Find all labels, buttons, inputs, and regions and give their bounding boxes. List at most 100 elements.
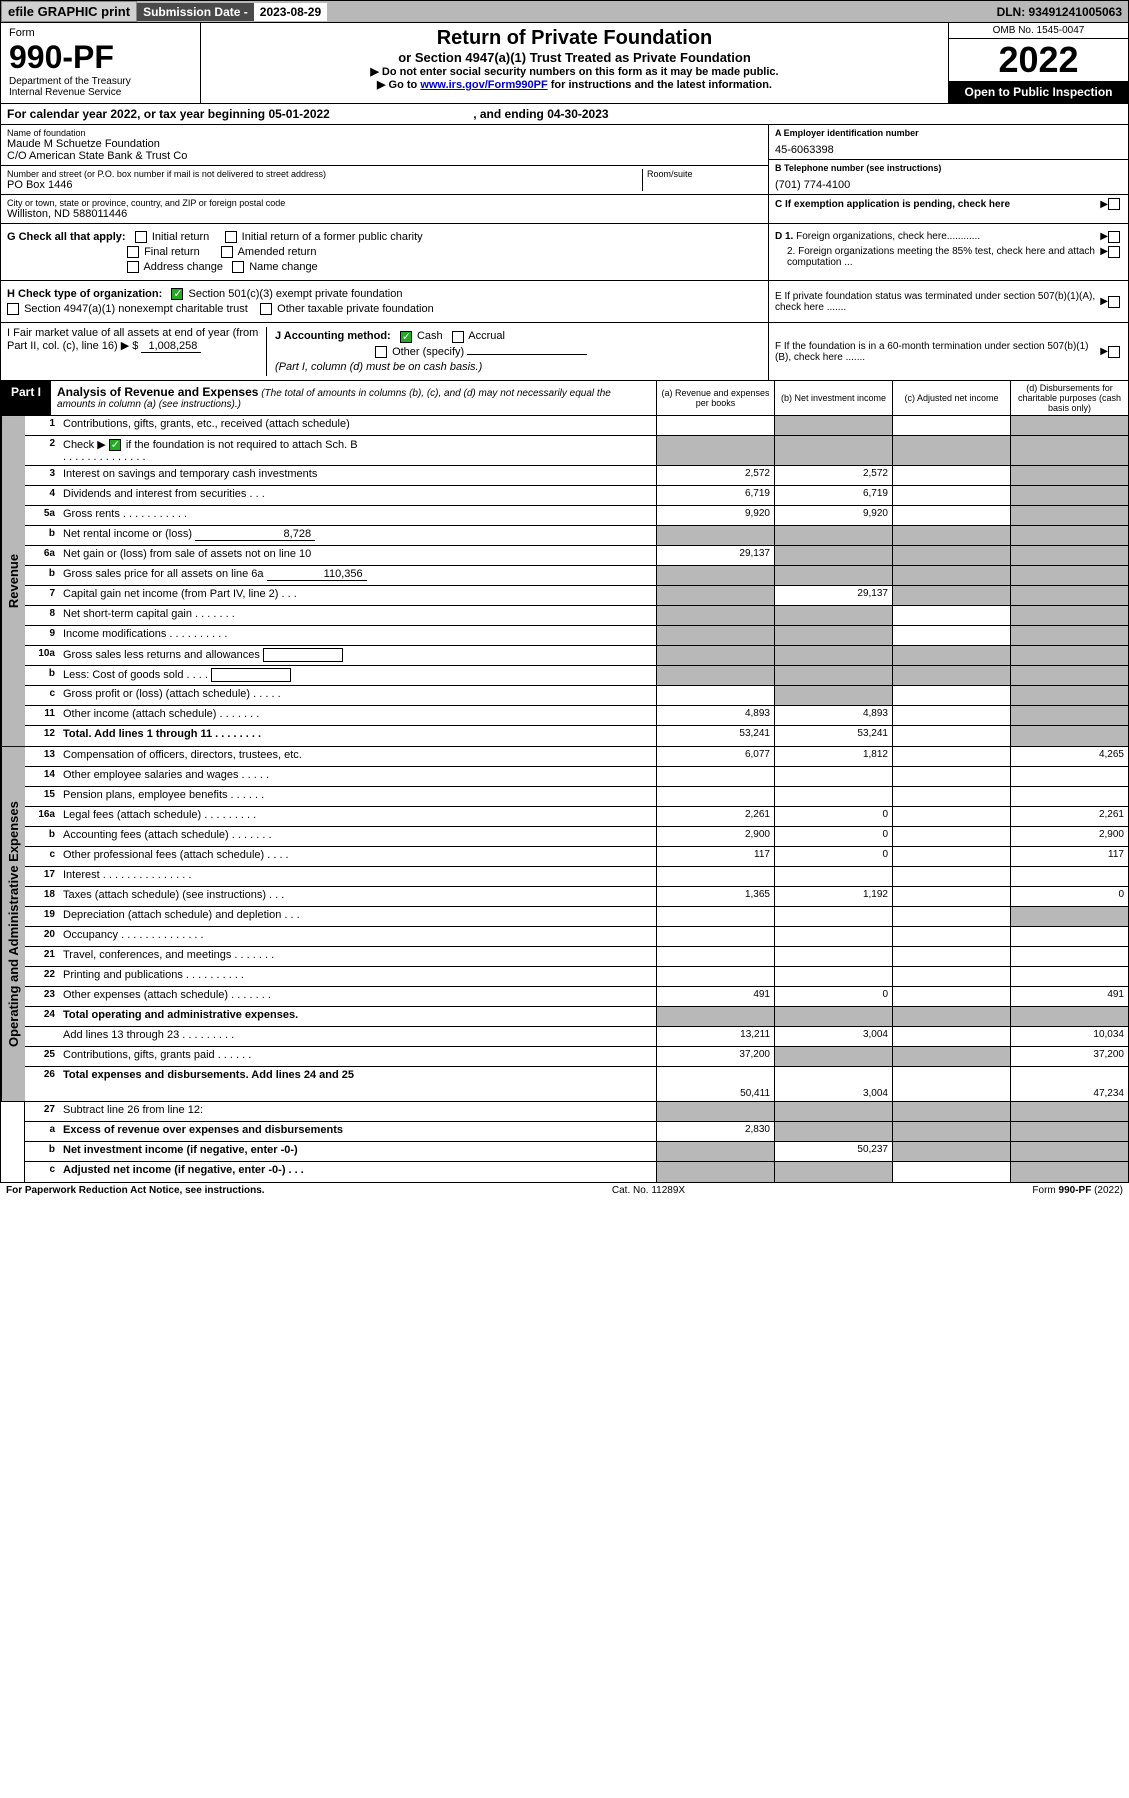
foundation-name-2: C/O American State Bank & Trust Co — [7, 150, 762, 162]
line-num: 10a — [25, 646, 59, 665]
line-num: c — [25, 686, 59, 705]
part1-title: Analysis of Revenue and Expenses — [57, 385, 258, 399]
line27-section: 27Subtract line 26 from line 12: aExcess… — [0, 1102, 1129, 1183]
line-desc: Contributions, gifts, grants, etc., rece… — [59, 416, 656, 435]
line-num: c — [25, 847, 59, 866]
line-num: 25 — [25, 1047, 59, 1066]
line-desc: Less: Cost of goods sold . . . . — [59, 666, 656, 685]
e-checkbox[interactable] — [1108, 296, 1120, 308]
d1-label: Foreign organizations, check here.......… — [796, 231, 980, 242]
irs-label: Internal Revenue Service — [9, 87, 192, 98]
part1-desc: Analysis of Revenue and Expenses (The to… — [51, 381, 656, 415]
goto-note: ▶ Go to www.irs.gov/Form990PF for instru… — [205, 78, 944, 91]
col-a-val: 117 — [656, 847, 774, 866]
name-change-checkbox[interactable] — [232, 261, 244, 273]
h3-label: Other taxable private foundation — [277, 303, 434, 315]
arrow-icon: ▶ — [1100, 296, 1108, 307]
cash-checkbox[interactable] — [400, 331, 412, 343]
e-label: E If private foundation status was termi… — [775, 291, 1100, 313]
g6-label: Name change — [249, 261, 318, 273]
line-desc: Contributions, gifts, grants paid . . . … — [59, 1047, 656, 1066]
efile-print-button[interactable]: efile GRAPHIC print — [1, 1, 137, 22]
arrow-icon: ▶ — [1100, 246, 1108, 268]
g4-label: Amended return — [238, 246, 317, 258]
i-label: I Fair market value of all assets at end… — [7, 327, 258, 352]
line-desc: Net rental income or (loss) 8,728 — [59, 526, 656, 545]
col-a-val: 50,411 — [656, 1067, 774, 1101]
other-method-checkbox[interactable] — [375, 346, 387, 358]
ssn-warning: ▶ Do not enter social security numbers o… — [205, 65, 944, 78]
initial-former-checkbox[interactable] — [225, 231, 237, 243]
line-desc: Depreciation (attach schedule) and deple… — [59, 907, 656, 926]
g-label: G Check all that apply: — [7, 231, 126, 243]
col-b-val: 1,192 — [774, 887, 892, 906]
submission-date-value: 2023-08-29 — [254, 3, 327, 21]
line-desc: Excess of revenue over expenses and disb… — [59, 1122, 656, 1141]
g5-label: Address change — [143, 261, 223, 273]
line-num: 18 — [25, 887, 59, 906]
top-bar: efile GRAPHIC print Submission Date - 20… — [0, 0, 1129, 23]
addr-value: PO Box 1446 — [7, 179, 642, 191]
col-a-val: 2,830 — [656, 1122, 774, 1141]
room-label: Room/suite — [647, 169, 762, 179]
501c3-checkbox[interactable] — [171, 288, 183, 300]
exemption-checkbox[interactable] — [1108, 198, 1120, 210]
phone-label: B Telephone number (see instructions) — [775, 163, 1122, 173]
ein-cell: A Employer identification number 45-6063… — [769, 125, 1128, 160]
line-desc: Gross sales price for all assets on line… — [59, 566, 656, 585]
address-change-checkbox[interactable] — [127, 261, 139, 273]
final-return-checkbox[interactable] — [127, 246, 139, 258]
calyear-end: 04-30-2023 — [547, 107, 608, 121]
col-b-val: 0 — [774, 847, 892, 866]
omb-number: OMB No. 1545-0047 — [949, 23, 1128, 39]
line-desc: Interest on savings and temporary cash i… — [59, 466, 656, 485]
line-num: 21 — [25, 947, 59, 966]
expenses-section: Operating and Administrative Expenses 13… — [0, 747, 1129, 1102]
line-desc: Interest . . . . . . . . . . . . . . . — [59, 867, 656, 886]
f-label: F If the foundation is in a 60-month ter… — [775, 341, 1100, 363]
col-d-val: 2,261 — [1010, 807, 1128, 826]
col-a-val: 6,719 — [656, 486, 774, 505]
line-desc: Other professional fees (attach schedule… — [59, 847, 656, 866]
address-cell: Number and street (or P.O. box number if… — [1, 166, 768, 195]
line-desc: Net gain or (loss) from sale of assets n… — [59, 546, 656, 565]
goto-post: for instructions and the latest informat… — [548, 79, 772, 91]
line-desc: Other expenses (attach schedule) . . . .… — [59, 987, 656, 1006]
city-cell: City or town, state or province, country… — [1, 195, 768, 223]
form-id-block: Form 990-PF Department of the Treasury I… — [1, 23, 201, 103]
form-title-block: Return of Private Foundation or Section … — [201, 23, 948, 103]
year-block: OMB No. 1545-0047 2022 Open to Public In… — [948, 23, 1128, 103]
arrow-icon: ▶ — [1100, 231, 1108, 243]
col-b-val: 29,137 — [774, 586, 892, 605]
line-num: 1 — [25, 416, 59, 435]
j-label: J Accounting method: — [275, 330, 391, 342]
line-desc: Income modifications . . . . . . . . . . — [59, 626, 656, 645]
revenue-section: Revenue 1Contributions, gifts, grants, e… — [0, 416, 1129, 747]
other-taxable-checkbox[interactable] — [260, 303, 272, 315]
line-num: 16a — [25, 807, 59, 826]
arrow-icon: ▶ — [1100, 199, 1108, 210]
accrual-checkbox[interactable] — [452, 331, 464, 343]
d2-checkbox[interactable] — [1108, 246, 1120, 258]
initial-return-checkbox[interactable] — [135, 231, 147, 243]
j-note: (Part I, column (d) must be on cash basi… — [275, 361, 762, 373]
amended-return-checkbox[interactable] — [221, 246, 233, 258]
line-desc: Adjusted net income (if negative, enter … — [59, 1162, 656, 1182]
4947-checkbox[interactable] — [7, 303, 19, 315]
col-a-val: 491 — [656, 987, 774, 1006]
city-value: Williston, ND 588011446 — [7, 208, 762, 220]
j1-label: Cash — [417, 330, 443, 342]
d1-checkbox[interactable] — [1108, 231, 1120, 243]
line-desc: Other income (attach schedule) . . . . .… — [59, 706, 656, 725]
col-d-val: 491 — [1010, 987, 1128, 1006]
schb-checkbox[interactable] — [109, 439, 121, 451]
instructions-link[interactable]: www.irs.gov/Form990PF — [420, 79, 547, 91]
f-checkbox[interactable] — [1108, 346, 1120, 358]
line-desc: Total operating and administrative expen… — [59, 1007, 656, 1026]
col-b-val: 4,893 — [774, 706, 892, 725]
col-a-val: 29,137 — [656, 546, 774, 565]
ein-value: 45-6063398 — [775, 144, 1122, 156]
checks-ij-f: I Fair market value of all assets at end… — [0, 323, 1129, 380]
line-desc: Total. Add lines 1 through 11 . . . . . … — [59, 726, 656, 746]
expenses-side-label: Operating and Administrative Expenses — [1, 747, 25, 1101]
